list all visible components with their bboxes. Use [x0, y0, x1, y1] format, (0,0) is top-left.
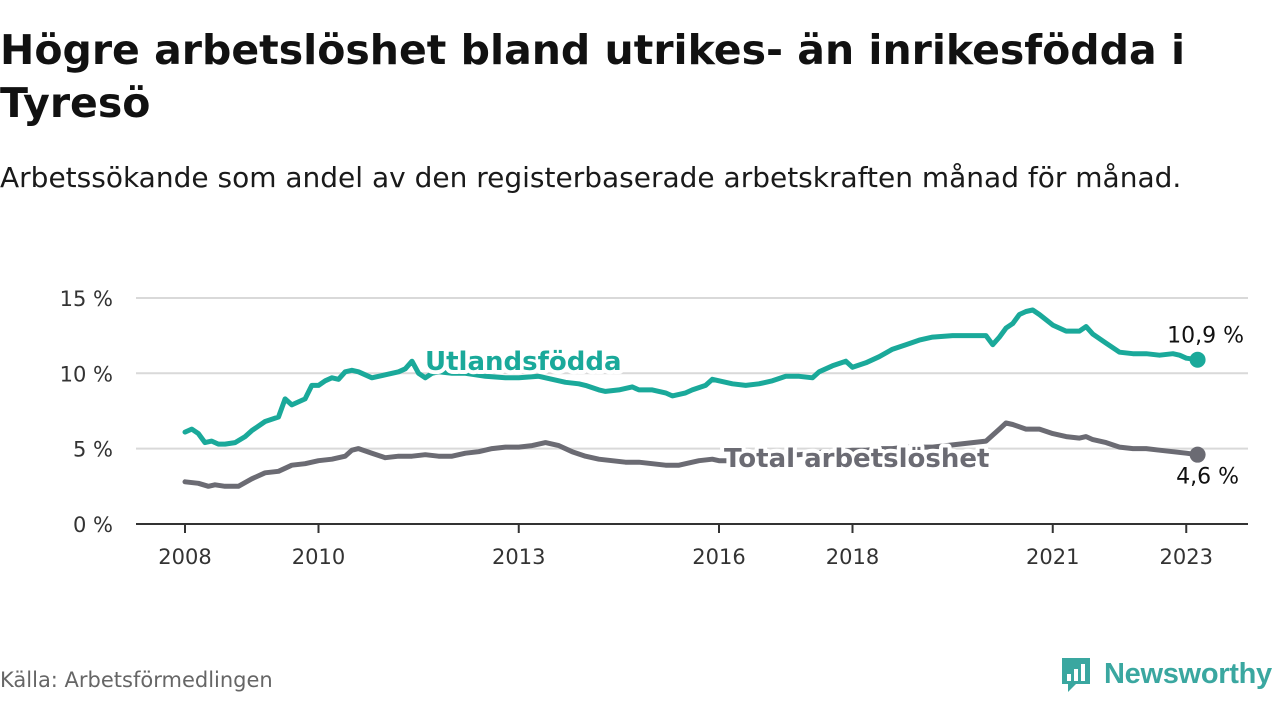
newsworthy-logo-icon	[1062, 658, 1090, 692]
y-tick-label: 10 %	[60, 362, 113, 386]
total-series-label: Total arbetslöshet	[724, 444, 989, 474]
source-note: Källa: Arbetsförmedlingen	[0, 668, 273, 692]
foreign-born-end-label: 10,9 %	[1167, 324, 1244, 349]
axes: 0 % 5 % 10 % 15 % 2008 2010 2013 2016 2018 2021 20…	[60, 287, 1248, 569]
chart-title: Högre arbetslöshet bland utrikes- än inr…	[0, 26, 1185, 127]
x-tick-label: 2010	[292, 545, 345, 569]
x-tick-label: 2013	[492, 545, 545, 569]
y-tick-label: 0 %	[73, 513, 113, 537]
series-lines	[182, 307, 1206, 489]
brand-name: Newsworthy	[1104, 657, 1272, 690]
total-end-label: 4,6 %	[1176, 465, 1239, 490]
foreign-born-line	[182, 307, 1201, 447]
foreign-born-series-label: Utlandsfödda	[425, 347, 622, 377]
x-tick-label: 2021	[1026, 545, 1079, 569]
total-end-point	[1189, 446, 1206, 463]
labels: 10,9 % 4,6 % Utlandsfödda Total arbetslöshe…	[421, 324, 1244, 490]
y-tick-label: 15 %	[60, 287, 113, 311]
y-tick-label: 5 %	[73, 438, 113, 462]
x-tick-label: 2016	[692, 545, 745, 569]
chart-subtitle: Arbetssökande som andel av den registerb…	[0, 161, 1182, 194]
foreign-born-end-point	[1189, 351, 1206, 368]
x-tick-label: 2023	[1160, 545, 1213, 569]
x-tick-label: 2018	[826, 545, 879, 569]
brand-logo: Newsworthy	[1058, 652, 1272, 696]
gridlines	[136, 296, 1248, 450]
x-tick-label: 2008	[158, 545, 211, 569]
total-line	[182, 420, 1201, 489]
